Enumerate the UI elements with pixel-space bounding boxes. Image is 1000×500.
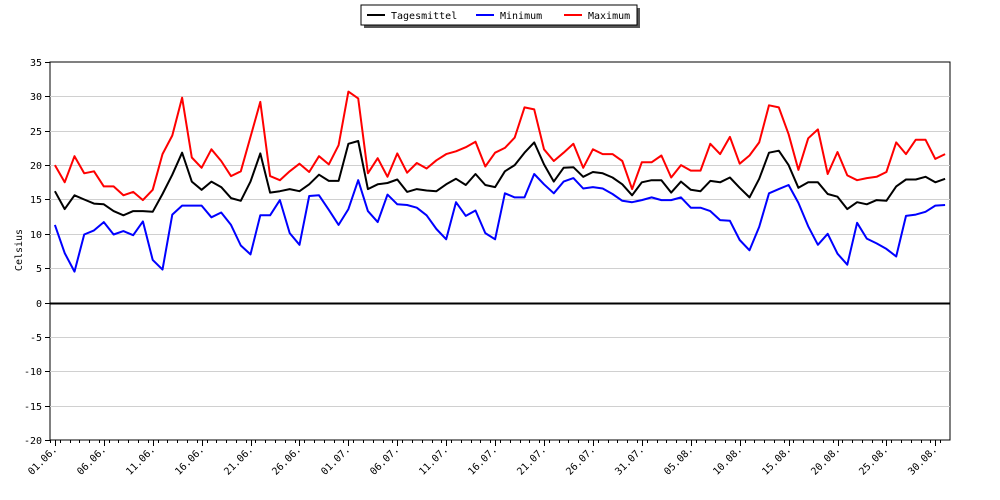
y-tick-label: 0: [36, 299, 42, 310]
x-tick-label: 21.06.: [222, 444, 255, 477]
x-tick-label: 01.06.: [26, 444, 59, 477]
x-tick-label: 10.08.: [711, 444, 744, 477]
y-tick-label: 10: [30, 230, 42, 241]
y-tick-label: 5: [36, 264, 42, 275]
x-tick-label: 11.06.: [124, 444, 157, 477]
y-tick-label: -20: [24, 436, 42, 447]
x-axis: 01.06. 06.06. 11.06. 16.06. 21.06. 26.06. 01.0…: [26, 440, 941, 478]
x-tick-label: 11.07.: [417, 444, 450, 477]
x-tick-label: 16.07.: [466, 444, 499, 477]
legend: Tagesmittel Minimum Maximum: [360, 4, 640, 28]
y-tick-label: -10: [24, 367, 42, 378]
y-tick-label: -5: [30, 333, 42, 344]
x-tick-label: 05.08.: [662, 444, 695, 477]
x-tick-label: 30.08.: [906, 444, 939, 477]
x-tick-label: 26.06.: [270, 444, 303, 477]
y-tick-label: 30: [30, 92, 42, 103]
y-tick-label: 15: [30, 195, 42, 206]
x-tick-label: 06.07.: [368, 444, 401, 477]
x-tick-label: 15.08.: [760, 444, 793, 477]
legend-box: [360, 4, 638, 26]
x-tick-label: 06.06.: [75, 444, 108, 477]
legend-label-maximum: Maximum: [588, 11, 630, 22]
y-tick-label: -15: [24, 402, 42, 413]
x-tick-label: 31.07.: [613, 444, 646, 477]
y-axis: 35 30 25 20 15 10 5 0 -5 -10 -15 -20: [24, 58, 50, 447]
x-tick-label: 25.08.: [857, 444, 890, 477]
y-axis-title: Celsius: [14, 229, 25, 271]
legend-label-minimum: Minimum: [500, 11, 542, 22]
x-tick-label: 21.07.: [515, 444, 548, 477]
legend-label-tagesmittel: Tagesmittel: [391, 11, 457, 22]
y-tick-label: 25: [30, 127, 42, 138]
x-tick-label: 16.06.: [173, 444, 206, 477]
y-tick-label: 20: [30, 161, 42, 172]
x-tick-label: 20.08.: [809, 444, 842, 477]
y-tick-label: 35: [30, 58, 42, 69]
series-line-maximum: [54, 90, 946, 202]
x-tick-label: 26.07.: [564, 444, 597, 477]
series-line-tagesmittel: [54, 140, 946, 217]
series-group: [53, 90, 946, 273]
series-line-minimum: [53, 173, 946, 273]
x-tick-label: 01.07.: [319, 444, 352, 477]
